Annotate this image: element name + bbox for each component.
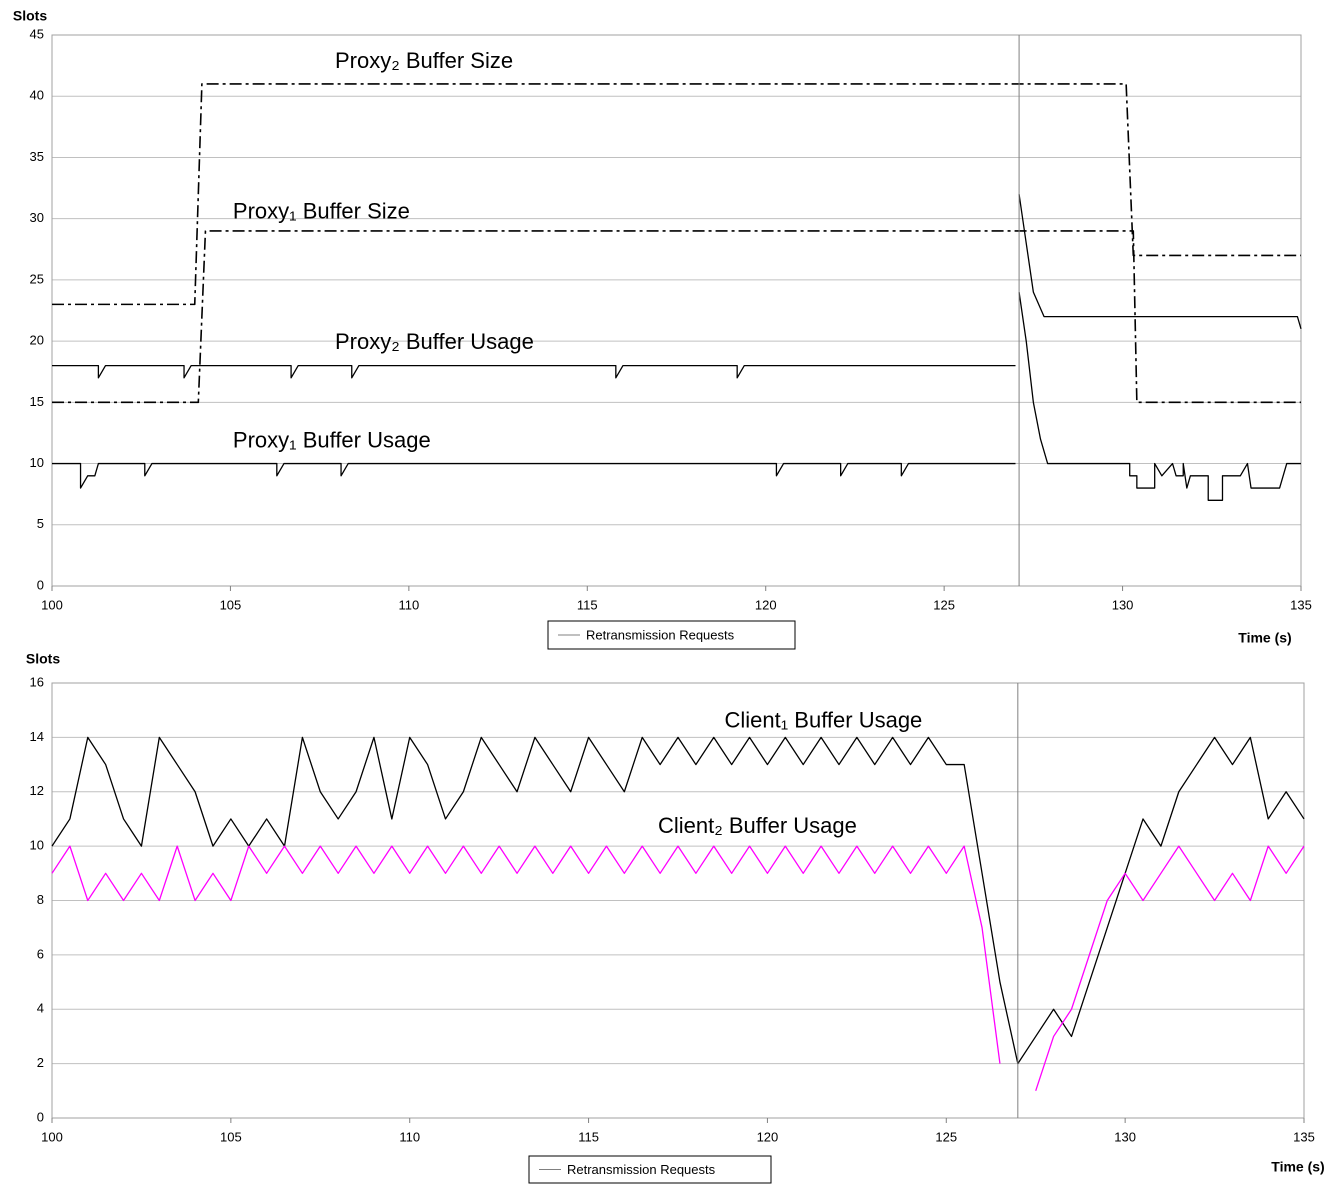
x-tick-label: 130 bbox=[1114, 1129, 1136, 1144]
y-tick-label: 2 bbox=[37, 1055, 44, 1070]
x-axis-label: Time (s) bbox=[1238, 630, 1291, 646]
x-tick-label: 135 bbox=[1293, 1129, 1315, 1144]
y-tick-label: 10 bbox=[30, 838, 44, 853]
plot-border bbox=[51, 682, 1305, 1119]
y-tick-label: 6 bbox=[37, 946, 44, 961]
x-tick-label: 105 bbox=[220, 1129, 242, 1144]
y-axis-label: Slots bbox=[13, 8, 47, 24]
y-axis-label: Slots bbox=[26, 651, 60, 667]
x-tick-label: 115 bbox=[578, 1129, 599, 1144]
x-tick-label: 130 bbox=[1112, 597, 1134, 612]
series-label: Proxy₁ Buffer Usage bbox=[233, 427, 431, 452]
series-line bbox=[52, 292, 1301, 501]
x-tick-label: 120 bbox=[755, 597, 777, 612]
y-tick-label: 16 bbox=[30, 674, 44, 689]
y-tick-label: 40 bbox=[30, 88, 44, 103]
x-tick-label: 100 bbox=[41, 597, 63, 612]
y-tick-label: 10 bbox=[30, 455, 44, 470]
series-label: Proxy₁ Buffer Size bbox=[233, 198, 410, 223]
x-tick-label: 120 bbox=[757, 1129, 779, 1144]
y-tick-label: 25 bbox=[30, 271, 44, 286]
x-tick-label: 110 bbox=[398, 597, 419, 612]
y-tick-label: 20 bbox=[30, 333, 44, 348]
legend-box bbox=[528, 1155, 772, 1184]
y-tick-label: 0 bbox=[37, 1109, 44, 1124]
y-tick-label: 12 bbox=[30, 783, 44, 798]
series-label: Client₁ Buffer Usage bbox=[725, 708, 923, 733]
y-tick-label: 14 bbox=[30, 729, 44, 744]
legend-label: Retransmission Requests bbox=[586, 627, 735, 642]
y-tick-label: 15 bbox=[30, 394, 44, 409]
y-tick-label: 5 bbox=[37, 516, 44, 531]
series-line bbox=[51, 736, 1305, 1065]
series-line bbox=[52, 83, 1301, 306]
series-line bbox=[52, 230, 1301, 404]
x-tick-label: 115 bbox=[577, 597, 598, 612]
legend-label: Retransmission Requests bbox=[567, 1162, 716, 1177]
series-line bbox=[51, 845, 1305, 1092]
y-tick-label: 35 bbox=[30, 149, 44, 164]
x-tick-label: 110 bbox=[399, 1129, 420, 1144]
x-tick-label: 125 bbox=[933, 597, 955, 612]
plot-border bbox=[51, 34, 1302, 587]
x-tick-label: 105 bbox=[220, 597, 242, 612]
y-tick-label: 8 bbox=[37, 892, 44, 907]
x-tick-label: 100 bbox=[41, 1129, 63, 1144]
y-tick-label: 4 bbox=[37, 1001, 44, 1016]
x-tick-label: 125 bbox=[935, 1129, 957, 1144]
series-label: Proxy₂ Buffer Size bbox=[335, 48, 513, 73]
series-line bbox=[52, 194, 1302, 379]
series-label: Client₂ Buffer Usage bbox=[658, 813, 857, 838]
y-tick-label: 30 bbox=[30, 210, 44, 225]
y-tick-label: 45 bbox=[30, 26, 44, 41]
x-tick-label: 135 bbox=[1290, 597, 1312, 612]
x-axis-label: Time (s) bbox=[1271, 1159, 1324, 1175]
series-label: Proxy₂ Buffer Usage bbox=[335, 329, 534, 354]
y-tick-label: 0 bbox=[37, 577, 44, 592]
legend-box bbox=[547, 620, 796, 650]
